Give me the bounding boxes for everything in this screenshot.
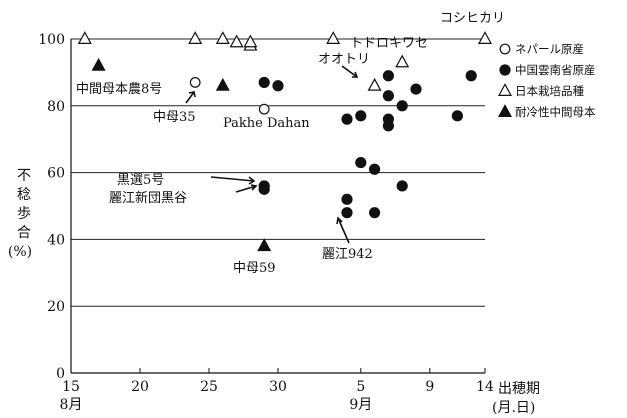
legend-marker (497, 83, 513, 97)
data-point (382, 120, 394, 132)
month-label: 8月 (60, 397, 83, 413)
y-tick-labels: 0 20 40 60 80 100 (38, 32, 65, 382)
x-tick-label: 25 (200, 379, 218, 395)
legend-marker (499, 64, 511, 76)
data-point (396, 180, 408, 192)
x-axis-label: 出穂期 (498, 381, 540, 397)
data-point (382, 90, 394, 102)
y-tick-label: 0 (56, 366, 65, 382)
data-point (341, 193, 353, 205)
legend-label: 耐冷性中間母本 (515, 105, 596, 119)
arrowhead-chubo35 (188, 91, 196, 98)
arrowhead-reikou942 (336, 216, 343, 225)
annotation-todorokiwase: トドロキワセ (350, 36, 428, 51)
data-point (355, 110, 367, 122)
data-point (451, 110, 463, 122)
annotation-reikou942: 麗江942 (322, 247, 373, 262)
arrowhead-reikou-shindan (250, 184, 258, 191)
data-point (257, 238, 272, 252)
arrowhead-ootori (352, 71, 359, 78)
month-label: 9月 (349, 397, 372, 413)
data-point (477, 31, 493, 45)
annotation-pakhe-dahan: Pakhe Dahan (223, 116, 310, 131)
x-tick-label: 14 (476, 379, 494, 395)
point-annotations: コシヒカリ トドロキワセ オオトリ 中間母本農8号 中母35 Pakhe Dah… (76, 11, 505, 276)
data-point (189, 77, 201, 88)
legend-marker (497, 104, 513, 118)
data-point (341, 207, 353, 219)
arrow-reikou942 (337, 217, 350, 244)
data-point (91, 57, 106, 71)
data-points (77, 31, 493, 252)
arrow-chubo35 (185, 91, 195, 104)
x-tick-label: 15 (62, 379, 80, 395)
data-point (465, 70, 477, 82)
annotation-ootori: オオトリ (318, 52, 370, 67)
data-point (258, 103, 270, 115)
data-point (188, 31, 203, 45)
data-point (382, 70, 394, 82)
data-point (258, 76, 270, 89)
data-point (396, 100, 408, 112)
data-point (369, 163, 381, 175)
annotation-koshihikari: コシヒカリ (440, 11, 505, 26)
data-point (215, 77, 230, 91)
y-tick-label: 60 (47, 166, 65, 182)
y-tick-label: 20 (47, 299, 65, 315)
data-point (355, 156, 367, 169)
y-axis-label-part: (%) (8, 244, 32, 260)
annotation-chubo59: 中母59 (233, 261, 276, 276)
month-labels: 8月 9月 (60, 397, 373, 413)
data-point (258, 183, 270, 195)
arrow-ootori (341, 65, 358, 78)
data-point (215, 31, 230, 45)
arrow-reikou-shindan (235, 185, 257, 193)
data-point (77, 31, 92, 45)
data-point (326, 31, 341, 45)
y-tick-label: 40 (47, 232, 65, 248)
y-tick-label: 100 (38, 32, 65, 48)
annotation-reikou-shindan-kokoku: 麗江新団黒谷 (109, 190, 187, 206)
annotation-chukan-bohon-no8: 中間母本農8号 (76, 82, 162, 97)
legend-label: 中国雲南省原産 (515, 63, 596, 77)
x-tick-labels: 15 20 25 30 5 9 14 (62, 368, 494, 395)
arrowhead-kokusen (248, 176, 256, 185)
data-point (367, 77, 382, 91)
annotation-chubo35: 中母35 (153, 110, 196, 125)
data-point (395, 54, 410, 68)
annotation-kokusen5: 黒選5号 (117, 173, 164, 188)
data-point (243, 34, 258, 48)
legend-marker (499, 43, 511, 55)
x-tick-label: 20 (131, 379, 149, 395)
grid-lines (71, 38, 485, 307)
data-point (410, 83, 422, 95)
x-tick-label: 9 (425, 379, 434, 395)
y-axis-label-part: 合 (17, 225, 31, 241)
data-point (369, 207, 381, 219)
legend-label: 日本栽培品種 (515, 84, 584, 98)
data-point (272, 80, 284, 92)
x-tick-label: 5 (356, 379, 365, 395)
annotation-arrows (185, 65, 359, 244)
y-axis-label-part: 不 (17, 168, 31, 184)
y-axis-label-part: 稔 (17, 187, 31, 203)
y-tick-label: 80 (47, 99, 65, 115)
x-tick-label: 30 (269, 379, 287, 395)
arrow-kokusen (210, 176, 255, 182)
x-axis-unit: (月.日) (492, 400, 535, 416)
data-point (229, 34, 244, 48)
legend-label: ネパール原産 (515, 42, 584, 56)
y-axis-label-part: 歩 (17, 206, 31, 222)
data-point (341, 113, 353, 125)
